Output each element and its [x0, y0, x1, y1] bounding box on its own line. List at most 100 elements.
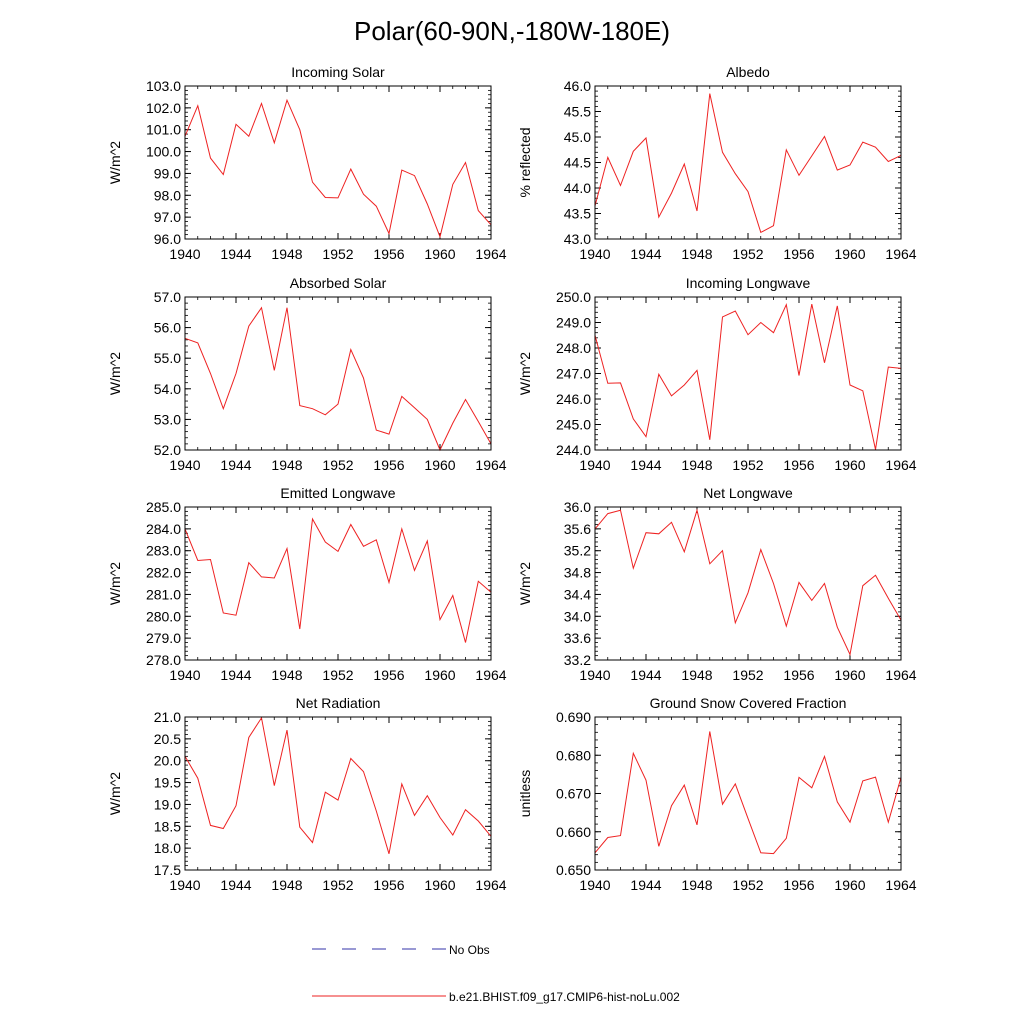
y-axis-label: W/m^2 [107, 562, 123, 605]
y-tick-label: 36.0 [564, 499, 591, 515]
x-tick-label: 1948 [271, 877, 302, 893]
y-tick-label: 34.8 [564, 565, 591, 581]
y-axis-label: W/m^2 [107, 772, 123, 815]
y-tick-label: 100.0 [146, 144, 181, 160]
y-tick-label: 20.5 [154, 731, 181, 747]
x-tick-label: 1944 [220, 246, 251, 262]
legend-model-label: b.e21.BHIST.f09_g17.CMIP6-hist-noLu.002 [449, 990, 680, 1004]
series-line [594, 303, 902, 450]
y-tick-label: 102.0 [146, 100, 181, 116]
y-tick-label: 43.0 [564, 231, 591, 247]
x-tick-label: 1944 [220, 457, 251, 473]
y-axis-label: W/m^2 [517, 352, 533, 395]
x-tick-label: 1944 [220, 877, 251, 893]
y-tick-label: 98.0 [154, 187, 181, 203]
y-axis-label: W/m^2 [107, 141, 123, 184]
x-tick-label: 1952 [322, 246, 353, 262]
x-tick-label: 1964 [475, 246, 506, 262]
panel-title: Incoming Solar [291, 64, 385, 80]
x-tick-label: 1952 [732, 246, 763, 262]
y-tick-label: 35.6 [564, 521, 591, 537]
y-tick-label: 0.650 [556, 862, 591, 878]
panel-albedo: Albedo % reflected 43.0 43.5 44.0 44.5 45.0 45.… [517, 64, 917, 262]
y-tick-label: 20.0 [154, 753, 181, 769]
panel-title: Net Radiation [296, 695, 381, 711]
y-tick-label: 285.0 [146, 499, 181, 515]
y-tick-label: 280.0 [146, 608, 181, 624]
x-tick-label: 1948 [271, 457, 302, 473]
panel-title: Ground Snow Covered Fraction [650, 695, 847, 711]
panel-net-radiation: Net Radiation W/m^2 17.5 18.0 18.5 19.0 19.5 20… [107, 695, 507, 893]
series-line [594, 731, 902, 855]
legend: No Obs b.e21.BHIST.f09_g17.CMIP6-hist-no… [312, 943, 680, 1004]
y-tick-label: 19.0 [154, 796, 181, 812]
y-tick-label: 43.5 [564, 206, 591, 222]
x-tick-label: 1964 [475, 877, 506, 893]
y-tick-label: 45.5 [564, 104, 591, 120]
y-tick-label: 52.0 [154, 442, 181, 458]
y-tick-label: 34.0 [564, 608, 591, 624]
y-tick-label: 278.0 [146, 652, 181, 668]
y-tick-label: 282.0 [146, 565, 181, 581]
x-tick-label: 1952 [322, 877, 353, 893]
y-tick-label: 244.0 [556, 442, 591, 458]
y-tick-label: 56.0 [154, 320, 181, 336]
x-tick-label: 1940 [579, 246, 610, 262]
y-tick-label: 0.680 [556, 747, 591, 763]
x-tick-label: 1952 [322, 667, 353, 683]
y-tick-label: 248.0 [556, 340, 591, 356]
x-tick-label: 1956 [373, 246, 404, 262]
x-tick-label: 1964 [475, 457, 506, 473]
y-tick-label: 246.0 [556, 391, 591, 407]
panel-emitted-longwave: Emitted Longwave W/m^2 278.0 279.0 280.0 281.… [107, 485, 507, 683]
y-tick-label: 97.0 [154, 209, 181, 225]
x-tick-label: 1944 [630, 667, 661, 683]
panel-absorbed-solar: Absorbed Solar W/m^2 52.0 53.0 54.0 55.0 56.0 5… [107, 275, 507, 473]
y-tick-label: 283.0 [146, 543, 181, 559]
y-tick-label: 35.2 [564, 543, 591, 559]
panel-title: Net Longwave [703, 485, 793, 501]
panel-ground-snow-covered-fraction: Ground Snow Covered Fraction unitless 0.65… [517, 695, 917, 893]
y-tick-label: 19.5 [154, 775, 181, 791]
figure-title: Polar(60-90N,-180W-180E) [354, 16, 670, 46]
plot-frame [184, 296, 492, 451]
x-tick-label: 1956 [373, 877, 404, 893]
x-tick-label: 1960 [834, 457, 865, 473]
y-tick-label: 247.0 [556, 366, 591, 382]
x-tick-label: 1948 [681, 457, 712, 473]
x-tick-label: 1960 [424, 877, 455, 893]
y-tick-label: 96.0 [154, 231, 181, 247]
y-axis-label: % reflected [517, 127, 533, 197]
x-tick-label: 1960 [834, 877, 865, 893]
x-tick-label: 1964 [885, 877, 916, 893]
x-tick-label: 1948 [271, 246, 302, 262]
y-tick-label: 33.2 [564, 652, 591, 668]
y-tick-label: 284.0 [146, 521, 181, 537]
y-tick-label: 279.0 [146, 630, 181, 646]
series-line [184, 517, 492, 643]
x-tick-label: 1964 [885, 246, 916, 262]
panel-incoming-longwave: Incoming Longwave W/m^2 244.0 245.0 246.0 247… [517, 275, 917, 473]
y-tick-label: 57.0 [154, 289, 181, 305]
y-tick-label: 45.0 [564, 129, 591, 145]
y-axis-label: unitless [517, 770, 533, 817]
plot-frame [594, 716, 902, 871]
y-tick-label: 0.670 [556, 786, 591, 802]
x-tick-label: 1952 [322, 457, 353, 473]
x-tick-label: 1940 [169, 877, 200, 893]
y-tick-label: 34.4 [564, 586, 591, 602]
x-tick-label: 1956 [783, 667, 814, 683]
x-tick-label: 1956 [373, 667, 404, 683]
x-tick-label: 1956 [373, 457, 404, 473]
y-tick-label: 18.0 [154, 840, 181, 856]
plot-frame [184, 716, 492, 871]
panel-title: Absorbed Solar [290, 275, 387, 291]
series-line [184, 98, 492, 239]
x-tick-label: 1952 [732, 877, 763, 893]
x-tick-label: 1952 [732, 667, 763, 683]
y-tick-label: 53.0 [154, 411, 181, 427]
y-tick-label: 249.0 [556, 315, 591, 331]
y-tick-label: 103.0 [146, 78, 181, 94]
legend-obs-label: No Obs [449, 943, 490, 957]
y-axis-label: W/m^2 [107, 352, 123, 395]
